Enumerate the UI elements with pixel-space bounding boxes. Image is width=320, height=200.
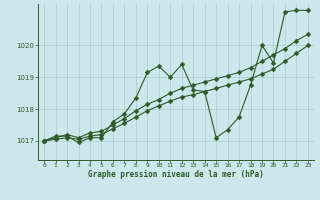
X-axis label: Graphe pression niveau de la mer (hPa): Graphe pression niveau de la mer (hPa) xyxy=(88,170,264,179)
